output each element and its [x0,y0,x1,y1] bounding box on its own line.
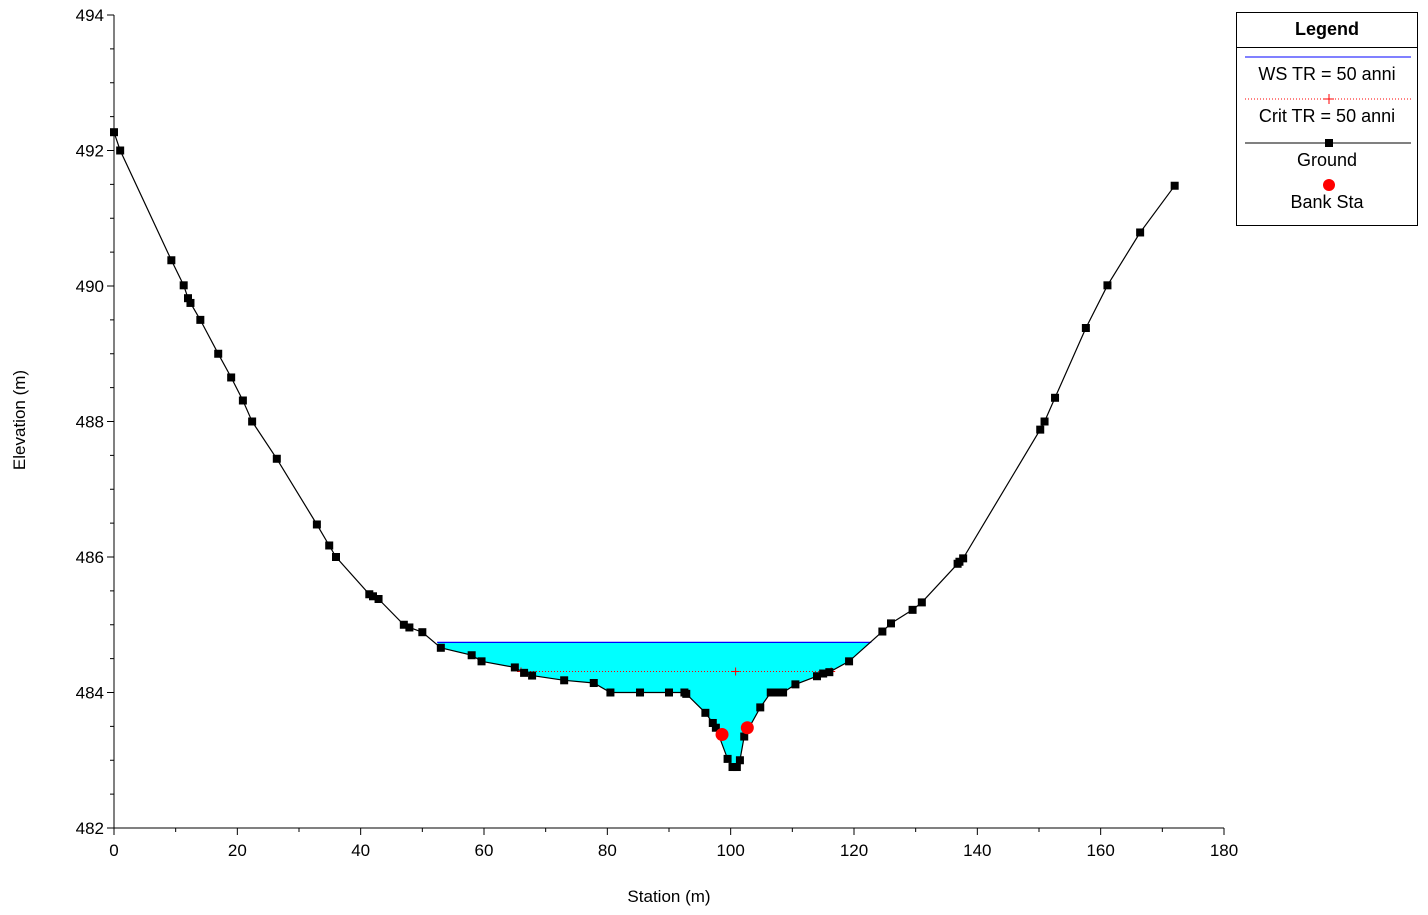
axes: 0 20 40 60 80 100 120 140 160 180 482 484 486 488 490 4… [76,6,1239,860]
ground-point [813,672,821,681]
ground-point [791,680,800,689]
x-tick-label: 100 [716,841,744,860]
ground-point [510,663,519,672]
ground-point [682,689,691,698]
ground-point [186,298,195,307]
ground-point [701,708,710,717]
ground-point [467,651,476,660]
ground-point [908,605,917,614]
ground-point [825,668,834,677]
bank-station-point [740,721,754,735]
y-tick-label: 486 [76,548,104,567]
ground-point [735,756,744,765]
ground-point [1040,417,1049,426]
ground-point [766,688,775,697]
ground-point [272,454,281,463]
x-tick-label: 160 [1086,841,1114,860]
legend-title: Legend [1294,19,1359,39]
ground-point [917,598,926,607]
ground-point [227,373,236,382]
ground-point [1170,181,1179,190]
ground-point [528,671,537,680]
x-tick-label: 40 [351,841,370,860]
ground-point [728,763,737,772]
ground-point [711,723,720,732]
y-tick-label: 482 [76,819,104,838]
legend: Legend WS TR = 50 anni Crit TR = 50 anni… [1236,12,1418,226]
x-tick-label: 140 [963,841,991,860]
crit-marker [731,667,740,676]
ground-point [740,732,749,741]
x-tick-label: 80 [598,841,617,860]
legend-swatches [1245,56,1411,191]
legend-label-ground: Ground [1296,150,1358,170]
legend-label-ws: WS TR = 50 anni [1258,64,1396,84]
y-axis-label: Elevation (m) [10,370,29,470]
ground-point [116,146,125,155]
ground-point [589,679,598,688]
ground-point [214,349,223,358]
legend-crit-marker [1324,94,1334,104]
ground-point [959,554,968,563]
legend-bank-marker [1323,179,1335,191]
y-tick-label: 492 [76,142,104,161]
ground-point [179,281,188,290]
ground-point [887,619,895,628]
x-tick-label: 20 [228,841,247,860]
ground-point [636,688,645,697]
y-tick-label: 494 [76,6,104,25]
ground-point [606,688,615,697]
ground-point [196,315,205,324]
ground-point [1136,228,1145,237]
y-tick-label: 488 [76,413,104,432]
ground-point [845,657,854,666]
bank-station-point [715,728,729,742]
ground-point [560,676,569,685]
y-tick-label: 484 [76,684,104,703]
ground-point [708,718,717,727]
x-tick-label: 180 [1210,841,1238,860]
legend-ground-marker [1325,139,1333,147]
ground-point [332,553,340,561]
ground-point [369,592,377,601]
legend-label-bank: Bank Sta [1290,192,1364,212]
ground-point [374,595,383,604]
ground-point [167,256,176,265]
x-tick-label: 120 [840,841,868,860]
legend-label-crit: Crit TR = 50 anni [1258,106,1396,126]
ground-point [405,623,414,632]
legend-divider [1237,47,1417,48]
ground-point [756,703,765,712]
ground-point [772,688,781,697]
ground-point [1051,393,1060,402]
ground-point [1103,281,1112,290]
ground-point [238,396,247,405]
ground-point [184,294,192,303]
x-axis-label: Station (m) [627,887,710,906]
x-tick-label: 60 [475,841,494,860]
plot-area [110,128,1179,772]
ground-point [779,688,788,697]
x-tick-label: 0 [109,841,118,860]
ground-point [399,620,408,629]
water-area [437,642,872,767]
ground-point [477,657,486,666]
ground-point [418,628,427,637]
ground-point [732,763,741,772]
ground-point [312,520,321,529]
ground-point [520,668,529,677]
ground-point [1036,425,1045,434]
ground-point [436,643,445,652]
ground-point [248,417,257,426]
ground-point [723,754,732,763]
ground-point [819,669,828,678]
ground-point [878,627,887,636]
ground-point [325,541,334,550]
ground-point [1081,324,1090,333]
y-tick-label: 490 [76,277,104,296]
ground-point [665,688,673,697]
